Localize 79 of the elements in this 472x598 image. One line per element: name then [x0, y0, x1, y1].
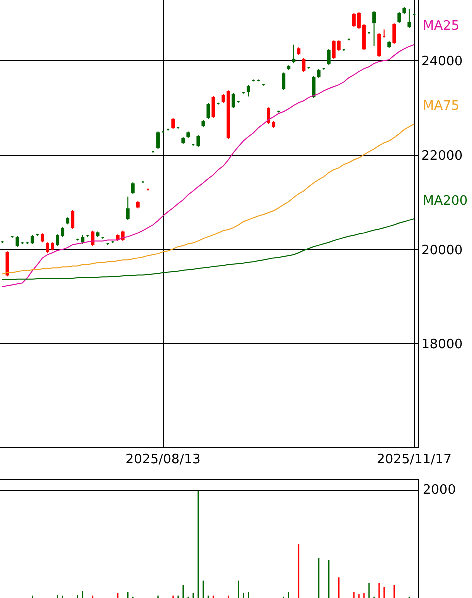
candlestick	[146, 188, 150, 192]
candlestick	[252, 79, 256, 82]
candlestick	[36, 234, 40, 237]
candlestick	[327, 49, 331, 66]
candlestick	[317, 68, 321, 79]
candlestick	[382, 29, 386, 38]
line-series	[2, 218, 415, 280]
candlestick	[40, 233, 44, 244]
candlestick	[277, 110, 281, 114]
candlestick	[322, 67, 326, 70]
candlestick	[126, 196, 130, 221]
text: 2000	[423, 483, 456, 498]
y-tick-label: 24000	[422, 54, 463, 70]
candlestick	[172, 118, 176, 130]
line-series	[2, 44, 415, 288]
candlestick	[176, 126, 180, 130]
candlestick	[186, 131, 190, 139]
candlestick	[287, 65, 291, 71]
line-series	[2, 124, 415, 275]
y-tick-label: 22000	[422, 148, 463, 164]
candlestick	[232, 92, 236, 110]
candlestick	[412, 13, 416, 16]
candlestick	[368, 32, 371, 34]
candlestick	[152, 150, 155, 154]
candlestick	[292, 44, 296, 64]
y-tick-label: 18000	[422, 338, 463, 353]
series-label: MA25	[423, 19, 460, 34]
candlestick	[71, 210, 75, 230]
candlestick	[246, 84, 250, 98]
candlestick	[91, 230, 95, 247]
candlestick	[141, 180, 145, 184]
candlestick	[388, 41, 392, 49]
candlestick	[182, 136, 186, 145]
y-tick-label: 20000	[422, 243, 463, 258]
candlestick	[212, 96, 216, 119]
candlestick	[111, 240, 115, 244]
candlestick	[402, 7, 406, 15]
candlestick	[30, 235, 34, 245]
candlestick	[16, 236, 20, 248]
candlestick	[6, 251, 10, 278]
candlestick	[307, 66, 311, 70]
candlestick	[96, 231, 100, 238]
candlestick	[216, 102, 220, 106]
x-tick-label: 2025/11/17	[377, 452, 452, 468]
candlestick	[372, 10, 376, 47]
candlestick	[347, 38, 351, 42]
candlestick	[196, 134, 200, 148]
series-label: MA75	[423, 99, 460, 114]
candlestick	[262, 84, 266, 86]
candlestick	[202, 120, 206, 128]
candlestick	[20, 242, 24, 245]
series-label: MA200	[423, 194, 468, 209]
candlestick	[10, 236, 14, 238]
candlestick	[192, 143, 196, 146]
candlestick	[26, 242, 30, 245]
candlestick	[106, 242, 110, 246]
candlestick	[101, 236, 105, 240]
candlestick	[76, 238, 80, 242]
candlestick	[392, 23, 396, 45]
candlestick	[81, 235, 85, 245]
candlestick	[0, 240, 4, 244]
candlestick	[166, 128, 170, 132]
candlestick	[131, 182, 135, 195]
candlestick	[236, 100, 240, 104]
candlestick	[398, 12, 402, 24]
candlestick	[342, 48, 346, 52]
candlestick	[408, 8, 412, 29]
candlestick	[257, 79, 260, 82]
candlestick	[297, 47, 301, 56]
candlestick	[86, 234, 90, 238]
x-tick-label: 2025/08/13	[126, 452, 201, 468]
candlestick	[378, 33, 382, 58]
candlestick	[66, 217, 70, 226]
candlestick	[162, 130, 166, 134]
candlestick	[282, 72, 286, 91]
candlestick	[302, 58, 306, 73]
candlestick	[156, 131, 160, 150]
candlestick	[136, 201, 140, 210]
candlestick	[242, 92, 246, 94]
